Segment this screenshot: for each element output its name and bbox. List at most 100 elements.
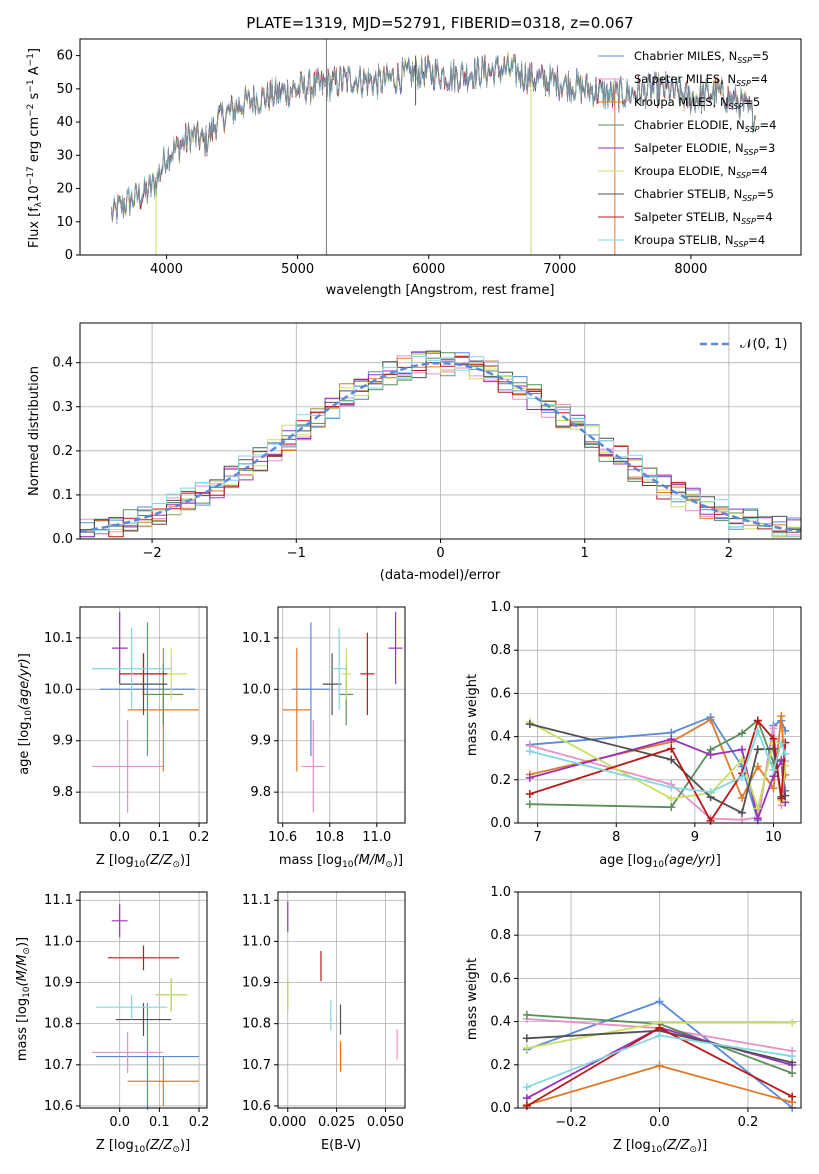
residual-y-tick-label: 0.2 <box>52 444 73 459</box>
y-tick-label: 0.4 <box>490 1015 511 1030</box>
x-tick-label: 0.0 <box>109 830 130 845</box>
weight-marker <box>706 787 715 796</box>
y-tick-label: 10.8 <box>44 1017 73 1032</box>
weight-marker <box>522 1083 531 1092</box>
weight-marker <box>781 749 790 758</box>
histogram-salpeter-stelib <box>80 356 801 538</box>
weight-marker <box>753 716 762 725</box>
weight-marker <box>525 773 534 782</box>
y-tick-label: 1.0 <box>490 885 511 900</box>
x-tick-label: 0.2 <box>738 1115 759 1130</box>
weight-age-ylabel: mass weight <box>465 674 480 756</box>
legend-entry: Chabrier ELODIE, NSSP=4 <box>634 118 776 134</box>
weight-marker <box>525 800 534 809</box>
y-tick-label: 9.8 <box>52 785 73 800</box>
residual-panel: −2 −1 0 1 2 0.0 0.1 0.2 0.3 0.4 (data-model)/erro… <box>27 322 802 583</box>
weight-marker <box>522 1102 531 1111</box>
weight-marker <box>655 997 664 1006</box>
mass-vs-ebv-panel: 0.000 0.025 0.050 10.6 10.7 10.8 10.9 11.0 11.1 <box>242 891 406 1130</box>
weight-marker <box>753 804 762 813</box>
x-tick-label: 0.0 <box>109 1115 130 1130</box>
weight-marker <box>667 783 676 792</box>
weight-marker <box>769 744 778 753</box>
legend-entry: Kroupa ELODIE, NSSP=4 <box>634 164 768 180</box>
spectrum-y-tick-label: 50 <box>56 82 73 97</box>
weight-z-xlabel: Z [log10(Z/Z⊙)] <box>613 1138 707 1155</box>
residual-y-tick-label: 0.1 <box>52 488 73 503</box>
residual-y-tick-label: 0.3 <box>52 400 73 415</box>
spectrum-y-tick-label: 60 <box>56 49 73 64</box>
weight-marker <box>655 1031 664 1040</box>
weight-marker <box>738 729 747 738</box>
y-tick-label: 0.2 <box>490 1058 511 1073</box>
x-tick-label: 0.1 <box>149 1115 170 1130</box>
legend-entry: Salpeter ELODIE, NSSP=3 <box>634 141 775 157</box>
mass-z-ylabel: mass [log10(M/M⊙)] <box>15 937 32 1061</box>
mass-z-xlabel: Z [log10(Z/Z⊙)] <box>96 1138 190 1155</box>
y-tick-label: 0.6 <box>490 686 511 701</box>
weight-marker <box>525 747 534 756</box>
weight-line-salpeter-stelib <box>529 718 787 823</box>
y-tick-label: 0.0 <box>490 816 511 831</box>
x-tick-label: 0.050 <box>367 1115 404 1130</box>
weight-marker <box>738 808 747 817</box>
spectrum-y-tick-label: 30 <box>56 148 73 163</box>
weight-marker <box>667 735 676 744</box>
mass-vs-metallicity-panel: 0.0 0.1 0.2 10.6 10.7 10.8 10.9 11.0 11.1 <box>44 891 210 1130</box>
spectrum-line-chabrier-miles <box>111 55 756 225</box>
y-tick-label: 11.1 <box>44 893 73 908</box>
weight-marker <box>522 1044 531 1053</box>
residual-ylabel: Normed distribution <box>27 366 42 496</box>
x-tick-label: 0.025 <box>318 1115 355 1130</box>
y-tick-label: 11.0 <box>242 934 271 949</box>
axes-frame <box>277 891 406 1109</box>
x-tick-label: 8 <box>612 830 620 845</box>
mass-ebv-xlabel: E(B-V) <box>321 1138 361 1153</box>
legend-entry: Salpeter STELIB, NSSP=4 <box>634 210 773 226</box>
y-tick-label: 0.2 <box>490 773 511 788</box>
spectrum-ylabel: Flux [fλ10−17 erg cm−2 s−1 A−1] <box>26 48 44 248</box>
histogram-kroupa-stelib <box>80 356 801 538</box>
age-vs-mass-panel: 10.6 10.8 11.0 9.8 9.9 10.0 10.1 <box>242 606 406 845</box>
weight-z-ylabel: mass weight <box>465 958 480 1040</box>
weight-marker <box>788 1018 797 1027</box>
y-tick-label: 10.6 <box>44 1099 73 1114</box>
y-tick-label: 10.0 <box>44 682 73 697</box>
weight-marker <box>522 1034 531 1043</box>
y-tick-label: 10.1 <box>44 631 73 646</box>
age-mass-xlabel: mass [log10(M/M⊙)] <box>279 853 403 870</box>
y-tick-label: 9.9 <box>250 734 271 749</box>
legend-entry: Kroupa STELIB, NSSP=4 <box>634 233 765 249</box>
spectrum-y-tick-label: 20 <box>56 182 73 197</box>
x-tick-label: 0.2 <box>189 1115 210 1130</box>
weight-marker <box>738 793 747 802</box>
weight-marker <box>769 766 778 775</box>
spectrum-y-tick-label: 0 <box>65 248 73 263</box>
residual-ticks: −2 −1 0 1 2 0.0 0.1 0.2 0.3 0.4 <box>52 356 733 561</box>
y-tick-label: 0.0 <box>490 1101 511 1116</box>
x-tick-label: 0.2 <box>189 830 210 845</box>
spectrum-x-tick-label: 7000 <box>543 262 576 277</box>
y-tick-label: 1.0 <box>490 600 511 615</box>
residual-y-tick-label: 0.0 <box>52 532 73 547</box>
age-vs-metallicity-panel: 0.0 0.1 0.2 9.8 9.9 10.0 10.1 <box>44 606 210 845</box>
x-tick-label: 10.8 <box>315 830 344 845</box>
residual-y-tick-label: 0.4 <box>52 356 73 371</box>
weight-marker <box>753 814 762 823</box>
weight-marker <box>753 727 762 736</box>
weight-vs-age-panel: 7 8 9 10 0.0 0.2 0.4 0.6 0.8 1.0 <box>490 600 802 845</box>
spectrum-x-tick-label: 6000 <box>412 262 445 277</box>
axes-frame <box>79 606 208 824</box>
x-tick-label: 0.000 <box>269 1115 306 1130</box>
spectrum-x-tick-label: 8000 <box>674 262 707 277</box>
residual-x-tick-label: 1 <box>581 546 589 561</box>
weight-marker <box>738 755 747 764</box>
age-z-xlabel: Z [log10(Z/Z⊙)] <box>96 853 190 870</box>
legend-entry: Kroupa MILES, NSSP=5 <box>634 95 760 111</box>
x-tick-label: 10 <box>765 830 782 845</box>
x-tick-label: −0.2 <box>555 1115 587 1130</box>
spectrum-lines <box>111 39 756 255</box>
weight-marker <box>667 803 676 812</box>
weight-marker <box>777 794 786 803</box>
weight-vs-metallicity-panel: −0.2 0.0 0.2 0.0 0.2 0.4 0.6 0.8 1.0 <box>490 885 802 1130</box>
